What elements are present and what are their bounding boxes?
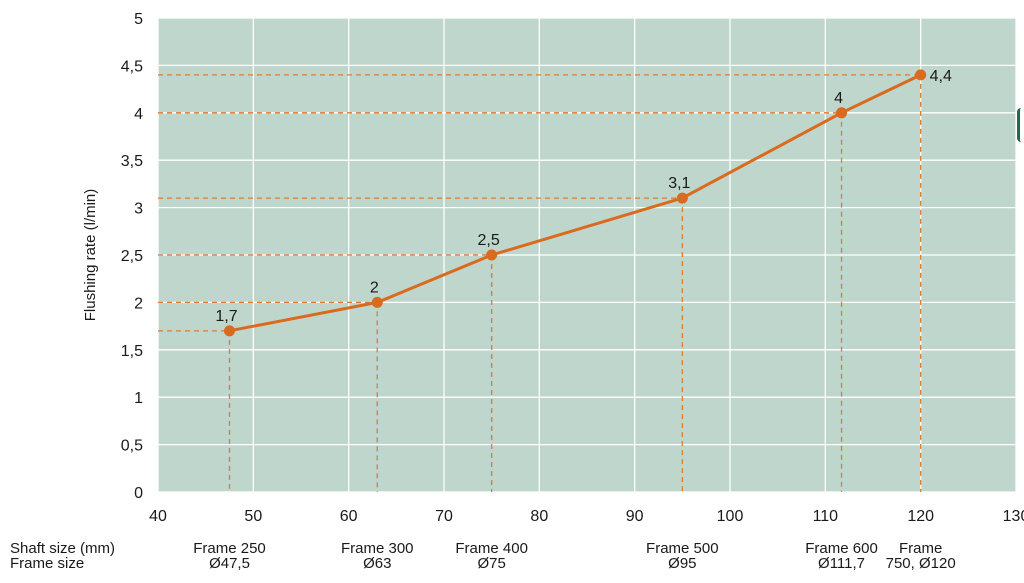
side-edge-mark <box>1017 108 1024 142</box>
data-point <box>371 296 383 308</box>
data-point <box>836 107 848 119</box>
data-point <box>676 192 688 204</box>
y-tick-label: 1 <box>134 390 143 407</box>
frame-label-line1: Frame 600 <box>805 540 878 557</box>
y-tick-label: 3 <box>134 201 143 218</box>
x-tick-label: 120 <box>907 508 934 525</box>
data-label: 3,1 <box>668 175 690 192</box>
data-point <box>486 249 498 261</box>
x-tick-label: 60 <box>340 508 358 525</box>
x-tick-label: 90 <box>626 508 644 525</box>
x-tick-label: 100 <box>717 508 744 525</box>
x-tick-label: 80 <box>530 508 548 525</box>
frame-label-line1: Frame 250 <box>193 540 266 557</box>
x-tick-label: 130 <box>1003 508 1024 525</box>
x-tick-label: 70 <box>435 508 453 525</box>
frame-label-line2: Ø95 <box>668 555 697 572</box>
y-tick-label: 1,5 <box>121 343 143 360</box>
frame-label-line2: Ø111,7 <box>818 555 866 572</box>
frame-label-line1: Frame 500 <box>646 540 719 557</box>
data-point <box>224 325 235 337</box>
frame-label-line2: Ø47,5 <box>209 555 250 572</box>
data-label: 2,5 <box>478 232 500 249</box>
y-tick-label: 5 <box>134 11 143 28</box>
y-tick-label: 0 <box>134 485 143 502</box>
frame-label-line1: Frame 400 <box>455 540 528 557</box>
y-tick-label: 4,5 <box>121 58 143 75</box>
frame-label-line1: Frame 300 <box>340 540 414 557</box>
y-axis-title: Flushing rate (l/min) <box>82 189 99 322</box>
y-tick-label: 2 <box>134 295 143 312</box>
x-tick-label: 50 <box>244 508 262 525</box>
data-label: 2 <box>370 279 379 296</box>
shaft-size-row-label: Shaft size (mm) <box>10 540 116 557</box>
data-label: 4 <box>834 90 843 107</box>
data-label: 1,7 <box>215 308 237 325</box>
x-tick-label: 110 <box>813 508 839 525</box>
frame-label-line2: Ø63 <box>363 555 392 572</box>
y-tick-label: 0,5 <box>121 438 143 455</box>
frame-label-line2: Ø75 <box>477 555 506 572</box>
x-tick-label: 40 <box>149 508 167 525</box>
data-point <box>915 69 927 81</box>
y-tick-label: 2,5 <box>121 248 143 265</box>
data-label: 4,4 <box>930 68 952 85</box>
y-tick-label: 3,5 <box>121 153 143 170</box>
frame-label-line1: Frame <box>898 540 943 557</box>
y-tick-label: 4 <box>134 106 143 123</box>
frame-label-line2: 750, Ø120 <box>885 555 956 572</box>
series-line <box>229 73 922 333</box>
frame-size-row-label: Frame size <box>10 555 85 572</box>
